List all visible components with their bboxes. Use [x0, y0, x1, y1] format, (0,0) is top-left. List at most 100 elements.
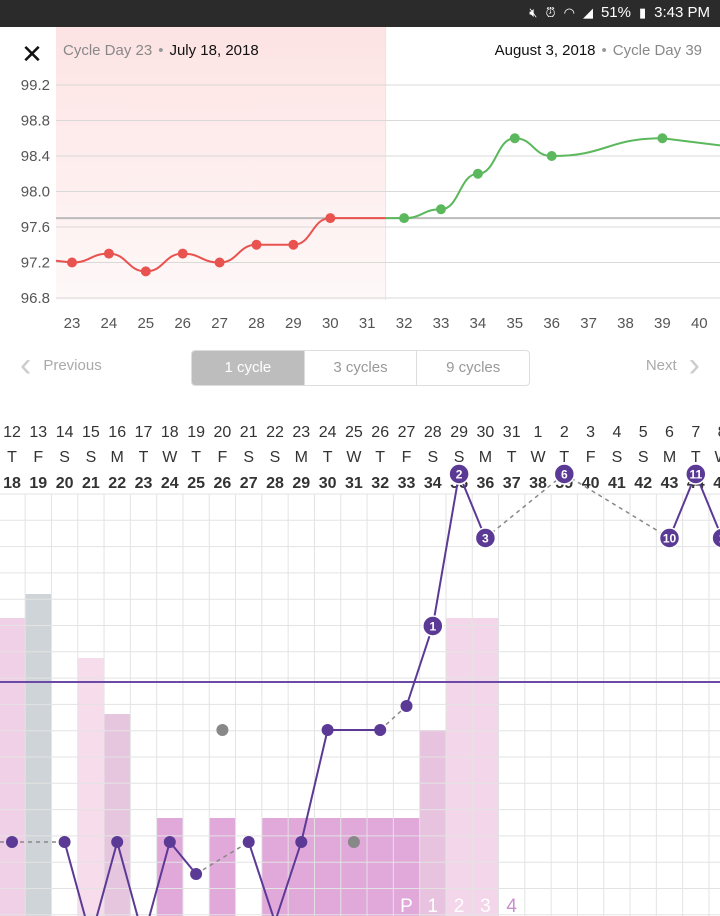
weekday-label: W [715, 449, 720, 466]
temperature-point [111, 836, 124, 848]
cycle-range-selector: 1 cycle 3 cycles 9 cycles [191, 350, 530, 386]
symptom-bar [261, 818, 289, 916]
date-label: 16 [108, 424, 126, 441]
date-label: 5 [639, 424, 648, 441]
point-label: 1 [429, 620, 436, 634]
y-tick-label: 98.4 [21, 148, 50, 165]
cycle-day-label: 26 [214, 475, 232, 492]
date-label: 3 [586, 424, 595, 441]
weekday-label: T [375, 449, 385, 466]
temperature-line [458, 473, 487, 539]
peak-day-label: 2 [454, 896, 465, 916]
peak-day-label: 3 [480, 896, 491, 916]
x-tick-label: 30 [322, 315, 339, 332]
weekday-label: F [218, 449, 228, 466]
close-icon[interactable]: ✕ [21, 39, 43, 69]
previous-button[interactable]: ‹ Previous [20, 346, 102, 384]
battery-level: 51% [600, 4, 631, 21]
symptom-bar [156, 818, 183, 916]
date-label: 2 [560, 424, 569, 441]
weekday-label: S [270, 449, 281, 466]
red-data-point [288, 239, 299, 250]
red-data-point [325, 213, 336, 224]
date-label: 21 [240, 424, 258, 441]
weekday-label: M [111, 449, 124, 466]
weekday-label: T [191, 449, 201, 466]
date-label: 19 [187, 424, 205, 441]
status-bar: 🔇︎ ⏰︎ ◠ ◢ 51% ▮ 3:43 PM [0, 0, 720, 27]
temperature-point [163, 836, 176, 848]
fertility-chart: 12 13 14 15 16 17 18 19 20 21 22 23 24 25 26 27 28 29 30 31… [0, 424, 720, 916]
segment-3-cycles[interactable]: 3 cycles [305, 351, 418, 385]
cycle-day-label: 40 [582, 475, 600, 492]
weekday-label: S [243, 449, 254, 466]
date-label: 4 [612, 424, 621, 441]
y-tick-label: 99.2 [21, 77, 50, 94]
header-end: August 3, 2018 • Cycle Day 39 [494, 42, 702, 59]
weekday-label: S [86, 449, 97, 466]
date-label: 27 [398, 424, 416, 441]
cycle-day-label: 28 [266, 475, 284, 492]
x-tick-label: 34 [470, 315, 487, 332]
dashed-connector [484, 473, 565, 539]
labeled-temperature-point [422, 615, 444, 637]
green-data-point [472, 168, 483, 179]
peak-day-label: 4 [506, 896, 517, 916]
symptom-bar [445, 618, 473, 916]
red-data-point [177, 248, 188, 259]
segment-1-cycle[interactable]: 1 cycle [192, 351, 305, 385]
cycle-day-label: 21 [82, 475, 100, 492]
temperature-line [95, 841, 119, 916]
cycle-day-label: 45 [713, 475, 720, 492]
cycle-day-label: 31 [345, 475, 363, 492]
cycle-day-label: 20 [56, 475, 74, 492]
symptom-bar [367, 818, 394, 916]
labeled-temperature-point [685, 463, 707, 485]
clock: 3:43 PM [654, 4, 710, 21]
point-label: 6 [561, 468, 568, 482]
temperature-point [321, 724, 334, 736]
excluded-point [216, 724, 229, 736]
next-button[interactable]: Next › [645, 348, 700, 382]
end-date: August 3, 2018 [494, 42, 596, 59]
point-label: 2 [456, 468, 463, 482]
green-data-point [657, 133, 668, 144]
red-data-point [251, 239, 262, 250]
labeled-temperature-point [474, 527, 497, 549]
cycle-day-label: 36 [477, 475, 495, 492]
date-label: 14 [56, 424, 74, 441]
next-label: Next [645, 356, 677, 374]
weekday-label: W [162, 449, 178, 466]
temperature-line [63, 841, 86, 916]
temperature-chart: 99.2 98.8 98.4 98.0 97.6 97.2 96.8 23 24 25 26 27 28… [21, 27, 720, 332]
temperature-line [431, 473, 461, 627]
temperature-point [58, 836, 71, 848]
date-label: 20 [214, 424, 232, 441]
temperature-line [405, 625, 434, 707]
date-label: 15 [82, 424, 100, 441]
temperature-line [668, 473, 697, 539]
x-tick-label: 35 [506, 315, 523, 332]
dashed-connector [195, 841, 250, 875]
green-data-point [436, 204, 446, 215]
previous-label: Previous [43, 356, 102, 374]
date-label: 25 [345, 424, 363, 441]
x-tick-label: 33 [433, 315, 450, 332]
point-label: 3 [482, 532, 489, 546]
symptom-bar [472, 618, 499, 916]
chevron-left-icon: ‹ [20, 346, 32, 384]
red-data-point [140, 266, 151, 277]
alarm-icon: ⏰︎ [545, 4, 556, 20]
symptom-bar [314, 818, 341, 916]
x-tick-label: 38 [617, 315, 634, 332]
y-tick-label: 98.8 [21, 113, 50, 130]
temperature-line [116, 841, 139, 916]
x-tick-label: 28 [248, 315, 265, 332]
weekday-label: S [59, 449, 70, 466]
weekday-label: F [586, 449, 596, 466]
cycle-day-label: 37 [503, 475, 521, 492]
temperature-point [6, 836, 18, 848]
x-tick-label: 36 [543, 315, 560, 332]
segment-9-cycles[interactable]: 9 cycles [446, 359, 501, 376]
x-tick-label: 27 [211, 315, 228, 332]
